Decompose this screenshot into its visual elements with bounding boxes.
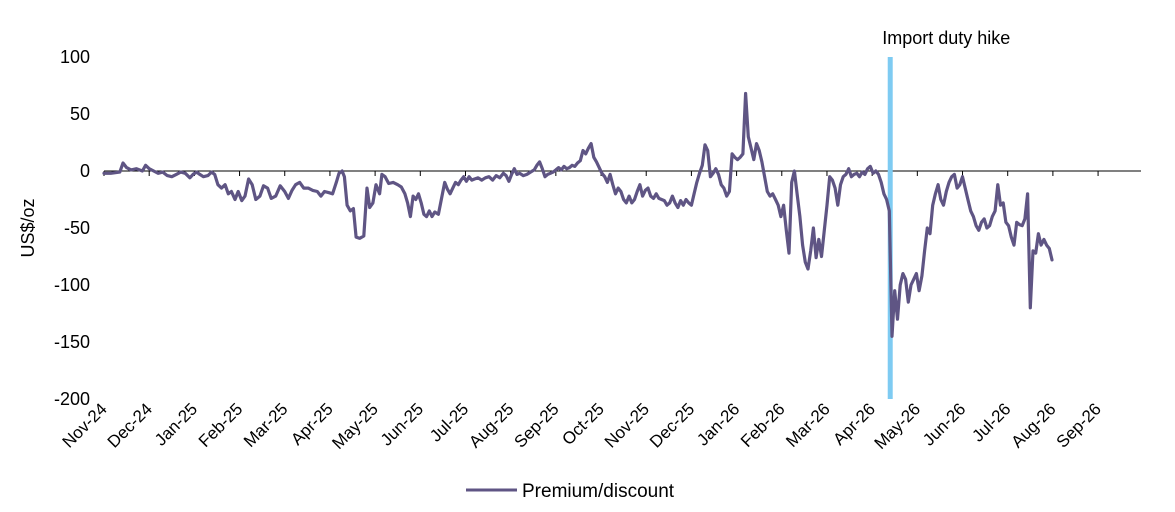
y-tick-label: -50 bbox=[64, 218, 90, 238]
y-tick-label: -100 bbox=[54, 275, 90, 295]
x-tick-label: Jan-26 bbox=[693, 399, 743, 449]
x-tick-label: Sep-26 bbox=[1053, 399, 1105, 451]
x-tick-label: Mar-26 bbox=[782, 399, 834, 451]
series-line-premium-discount bbox=[102, 91, 1054, 338]
x-tick-label: Jun-25 bbox=[377, 399, 427, 449]
y-tick-label: -200 bbox=[54, 389, 90, 409]
legend-label: Premium/discount bbox=[522, 481, 675, 502]
x-tick-label: Feb-26 bbox=[737, 399, 789, 451]
x-tick-label: Oct-25 bbox=[558, 399, 608, 449]
legend: Premium/discount bbox=[466, 481, 675, 502]
y-tick-label: -150 bbox=[54, 332, 90, 352]
x-tick-label: Mar-25 bbox=[240, 399, 292, 451]
x-tick-label: Aug-25 bbox=[465, 399, 517, 451]
x-axis-ticks: Nov-24Dec-24Jan-25Feb-25Mar-25Apr-25May-… bbox=[59, 171, 1105, 453]
x-tick-label: Dec-24 bbox=[104, 399, 156, 451]
x-tick-label: Aug-26 bbox=[1008, 399, 1060, 451]
x-tick-label: May-25 bbox=[328, 399, 382, 453]
x-tick-label: Sep-25 bbox=[510, 399, 562, 451]
y-axis-title: US$/oz bbox=[18, 198, 38, 257]
y-tick-label: 100 bbox=[60, 47, 90, 67]
x-tick-label: Dec-25 bbox=[646, 399, 698, 451]
x-tick-label: Nov-25 bbox=[601, 399, 653, 451]
x-tick-label: Jan-25 bbox=[151, 399, 201, 449]
x-tick-label: May-26 bbox=[871, 399, 925, 453]
y-tick-label: 0 bbox=[80, 161, 90, 181]
x-tick-label: Feb-25 bbox=[195, 399, 247, 451]
y-tick-label: 50 bbox=[70, 104, 90, 124]
series-group bbox=[102, 91, 1054, 338]
annotations: Import duty hike bbox=[882, 28, 1010, 399]
y-axis-ticks: 100 50 0 -50 -100 -150 -200 bbox=[54, 47, 90, 409]
event-annotation-label: Import duty hike bbox=[882, 28, 1010, 48]
x-tick-label: Jun-26 bbox=[919, 399, 969, 449]
